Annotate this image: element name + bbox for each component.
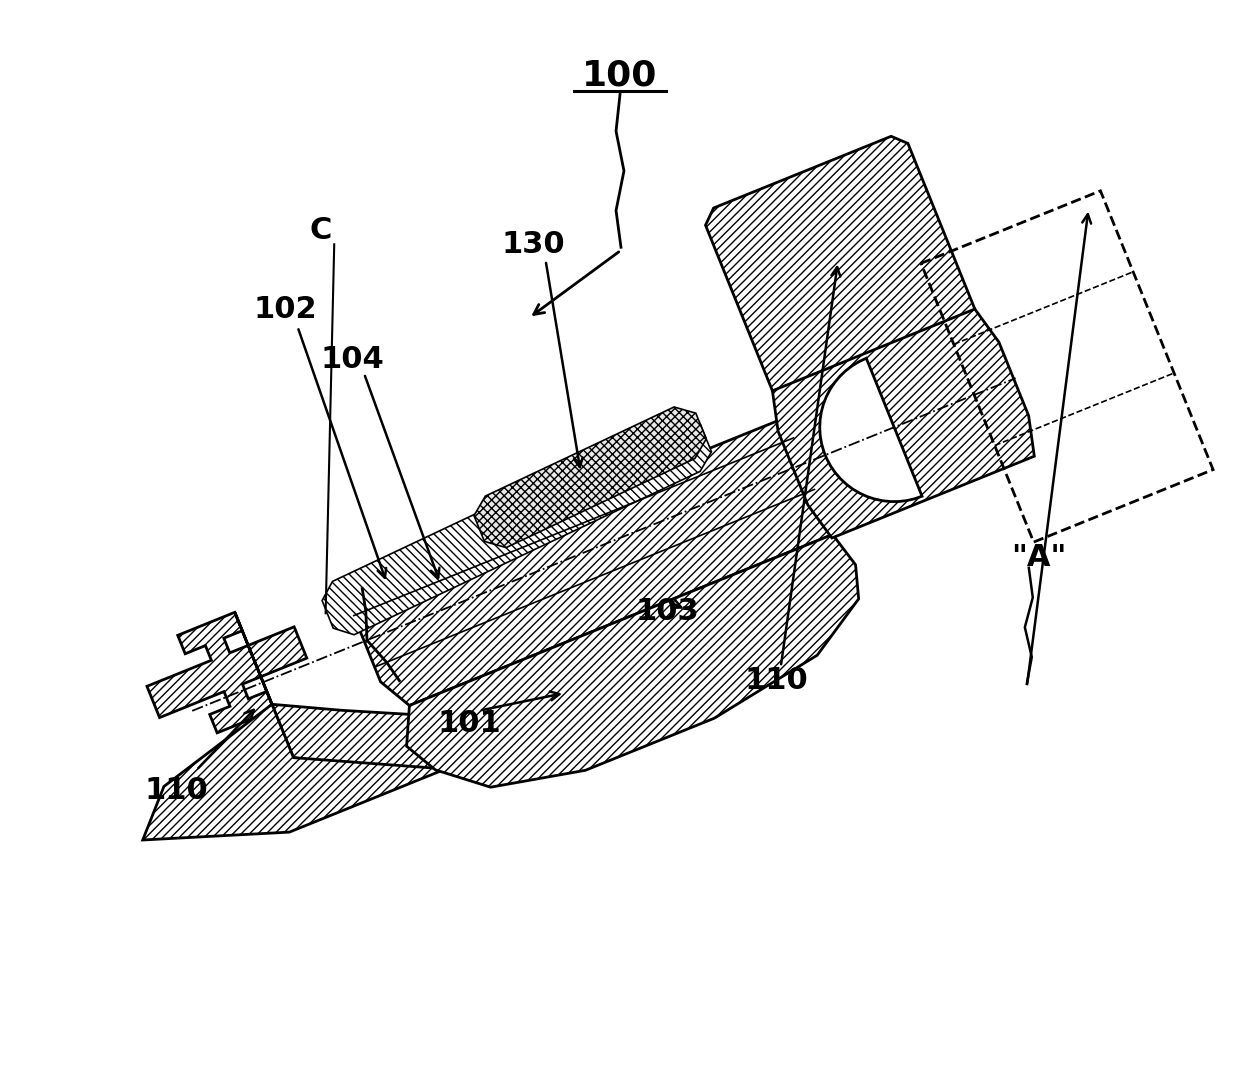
Text: 130: 130: [502, 230, 565, 259]
Polygon shape: [148, 612, 306, 733]
Text: 100: 100: [583, 58, 657, 93]
Polygon shape: [773, 309, 1034, 538]
Text: 110: 110: [145, 776, 208, 805]
Polygon shape: [407, 535, 858, 788]
Text: "A": "A": [1011, 543, 1066, 572]
Polygon shape: [234, 612, 506, 769]
Text: 101: 101: [438, 709, 501, 738]
Polygon shape: [357, 417, 837, 706]
Text: 103: 103: [636, 597, 699, 626]
Polygon shape: [706, 137, 975, 398]
Polygon shape: [322, 419, 712, 635]
Text: 104: 104: [320, 345, 384, 373]
Text: 102: 102: [254, 295, 317, 324]
Text: 110: 110: [745, 666, 808, 695]
Polygon shape: [474, 407, 707, 548]
Text: C: C: [309, 216, 331, 245]
Polygon shape: [143, 705, 445, 840]
Polygon shape: [820, 358, 923, 501]
